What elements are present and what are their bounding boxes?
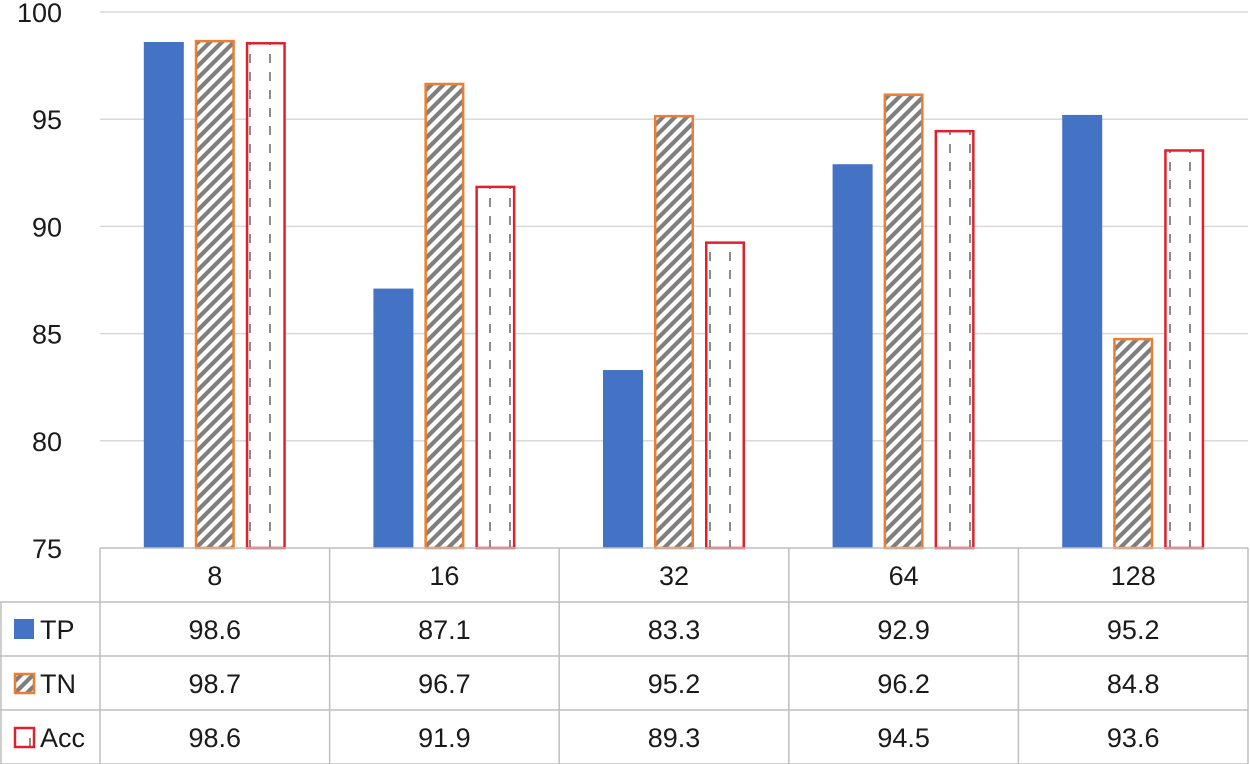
legend-label-tn: TN (40, 669, 76, 699)
y-tick-label: 90 (32, 212, 62, 242)
table-value-tn: 98.7 (189, 669, 242, 699)
bar-tp-8 (143, 42, 184, 549)
y-tick-label: 95 (32, 105, 62, 135)
bar-acc-128 (1164, 149, 1205, 550)
bar-tn-32 (654, 114, 694, 550)
legend-key-acc (13, 726, 36, 749)
category-label: 128 (1111, 561, 1156, 591)
category-label: 32 (659, 561, 689, 591)
category-label: 16 (429, 561, 459, 591)
table-value-tp: 95.2 (1107, 615, 1160, 645)
bar-tp-32 (603, 370, 643, 548)
y-axis-ticks: 75 80 85 90 95 100 (17, 0, 62, 564)
legend-key-tn (13, 672, 36, 695)
bar-tp-64 (832, 164, 873, 548)
data-table: 8 16 32 64 128 TP 98.6 87.1 83.3 92.9 95.2 TN 98.7 96… (0, 547, 1249, 764)
table-value-tn: 96.2 (877, 669, 930, 699)
table-value-tn: 84.8 (1107, 669, 1160, 699)
table-value-acc: 93.6 (1107, 723, 1160, 753)
y-tick-label: 80 (32, 427, 62, 457)
category-label: 64 (889, 561, 919, 591)
y-tick-label: 85 (32, 320, 62, 350)
table-value-tn: 96.7 (418, 669, 471, 699)
bar-tp-128 (1062, 114, 1103, 549)
bars (143, 39, 1205, 550)
bar-acc-64 (934, 129, 975, 550)
bar-acc-32 (705, 241, 745, 550)
legend-label-acc: Acc (40, 723, 85, 753)
table-value-acc: 98.6 (189, 723, 242, 753)
bar-tn-64 (883, 93, 924, 550)
table-value-tp: 98.6 (189, 615, 242, 645)
bar-tn-8 (194, 39, 235, 550)
bar-tn-16 (424, 82, 465, 550)
table-value-tp: 83.3 (648, 615, 701, 645)
table-value-tp: 87.1 (418, 615, 471, 645)
table-value-tp: 92.9 (877, 615, 930, 645)
table-value-acc: 91.9 (418, 723, 471, 753)
legend-label-tp: TP (40, 615, 75, 645)
bar-acc-16 (475, 185, 516, 550)
table-value-acc: 89.3 (648, 723, 701, 753)
bar-acc-8 (245, 42, 286, 550)
y-tick-label: 75 (32, 534, 62, 564)
table-value-acc: 94.5 (877, 723, 930, 753)
bar-tn-128 (1113, 337, 1154, 550)
legend-key-tp (14, 619, 34, 639)
y-tick-label: 100 (17, 0, 62, 28)
bar-tp-16 (373, 288, 414, 548)
category-label: 8 (207, 561, 222, 591)
table-value-tn: 95.2 (648, 669, 701, 699)
